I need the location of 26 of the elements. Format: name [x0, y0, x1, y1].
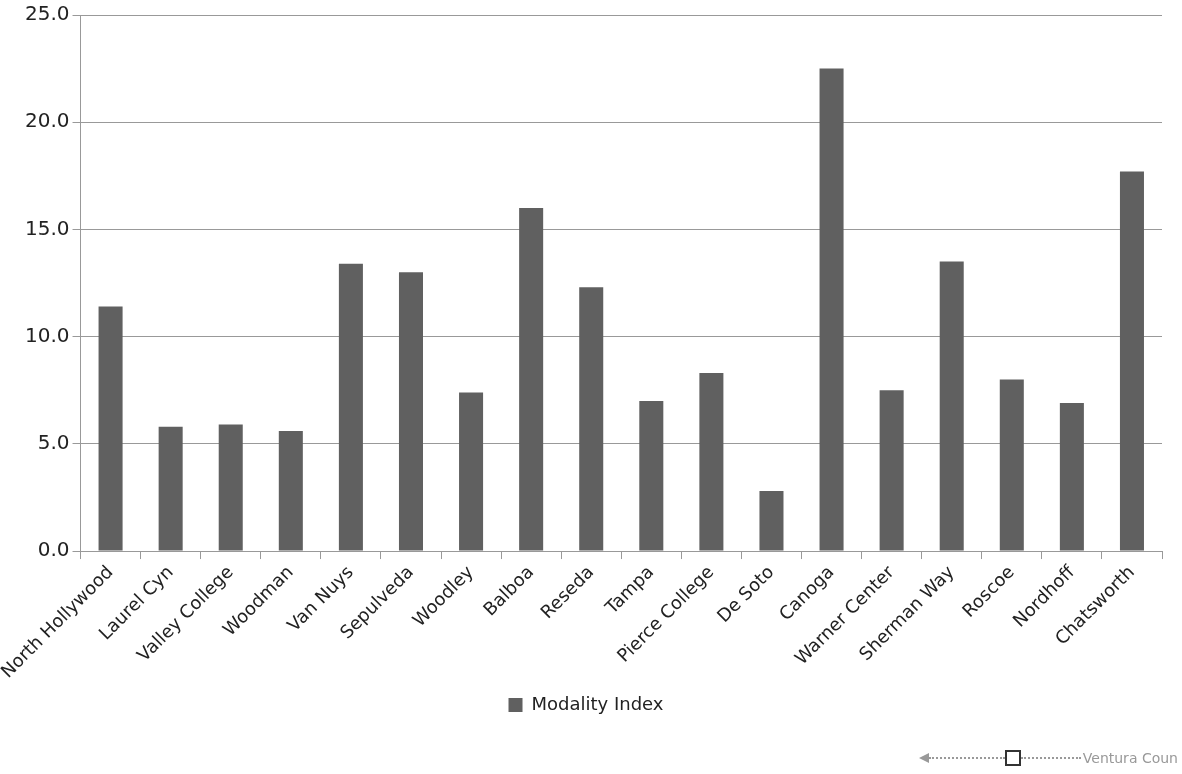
bar — [98, 306, 123, 551]
bar — [999, 379, 1024, 551]
y-tick-label: 15.0 — [25, 215, 70, 240]
bar — [819, 68, 844, 551]
bar — [519, 207, 544, 551]
bar — [278, 430, 303, 551]
legend-label: Modality Index — [531, 692, 664, 714]
bar — [579, 287, 604, 551]
bar — [879, 390, 904, 551]
bar — [398, 272, 423, 551]
bar — [759, 491, 784, 551]
bar — [639, 400, 664, 551]
bar — [459, 392, 484, 551]
text: Ventura Coun — [1082, 750, 1178, 766]
y-tick-label: 25.0 — [25, 1, 70, 26]
bar — [699, 373, 724, 551]
y-tick-label: 5.0 — [37, 430, 70, 455]
bar — [939, 261, 964, 551]
y-tick-label: 20.0 — [25, 108, 70, 133]
bar — [158, 426, 183, 551]
bar — [1119, 171, 1144, 551]
y-tick-label: 10.0 — [25, 322, 70, 347]
y-tick-label: 0.0 — [37, 537, 70, 562]
bar — [218, 424, 243, 551]
bar — [1059, 403, 1084, 551]
bar — [338, 263, 363, 551]
